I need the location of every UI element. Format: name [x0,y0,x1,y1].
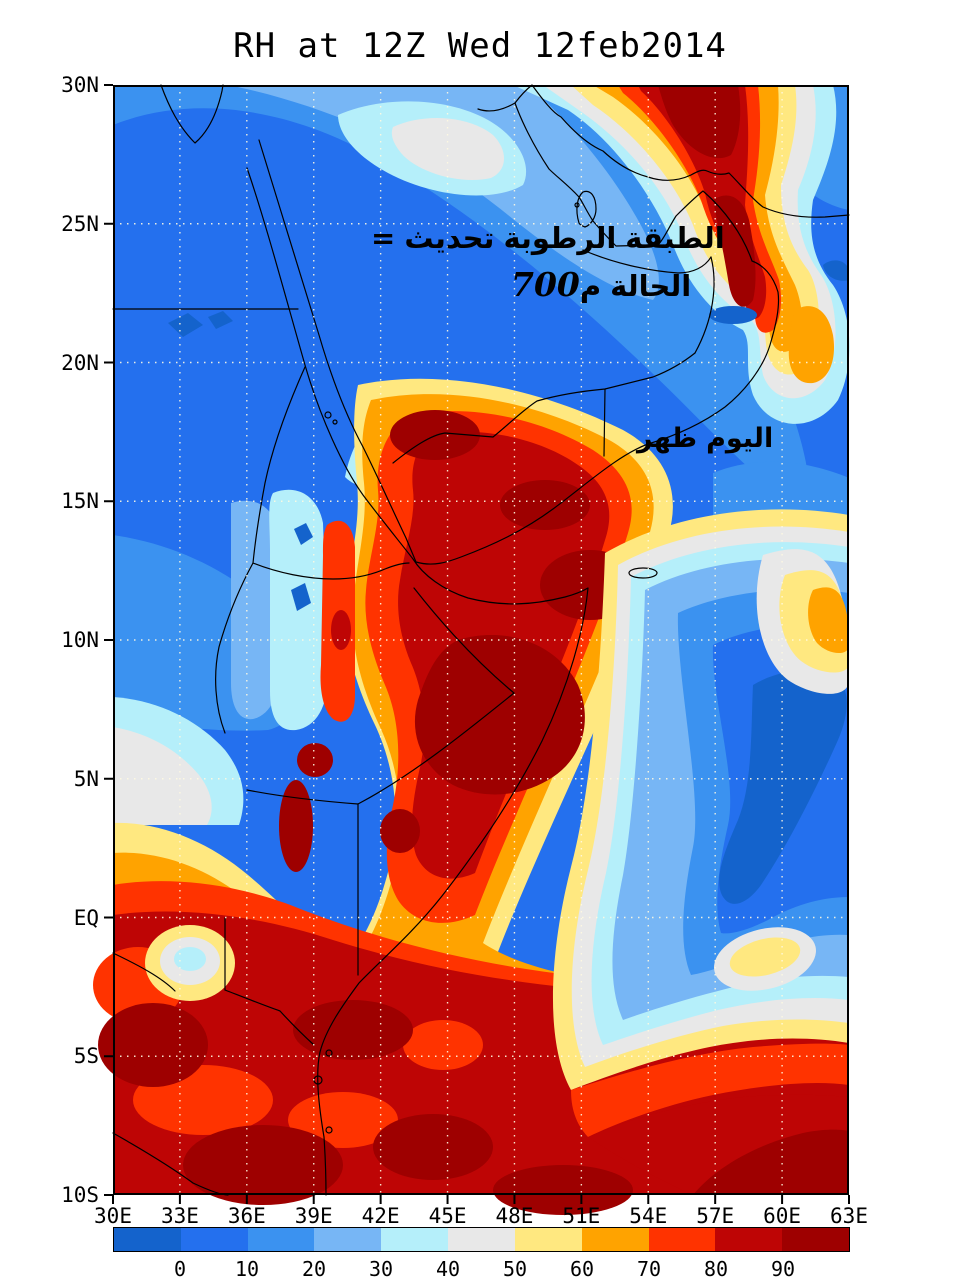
rh-field [93,85,850,1215]
axis-ticks [104,84,850,1204]
rh-field-canvas [93,84,850,1215]
lon-label-60E: 60E [763,1204,802,1228]
colorbar-label-80: 80 [703,1257,729,1280]
country-borders [112,84,850,1196]
annotation-word: ظهر [637,423,698,454]
annotation-word: الرطوبة [503,221,617,255]
lat-label-10N: 10N [61,628,99,652]
lon-label-54E: 54E [629,1204,668,1228]
annotation-equals-sign: = [371,221,396,255]
colorbar-swatch-80-90 [715,1228,783,1251]
colorbar-swatch-0-10 [180,1228,248,1251]
annotation-number-700: 700 [511,265,580,304]
lat-label-25N: 25N [61,211,99,236]
lat-label-5N: 5N [73,766,99,791]
lon-label-57E: 57E [696,1204,735,1228]
colorbar-label-30: 30 [368,1257,394,1280]
colorbar-swatch-20-30 [314,1228,382,1251]
lon-label-48E: 48E [495,1204,534,1228]
colorbar [113,1227,850,1252]
colorbar-swatch-<0 [114,1228,181,1251]
lon-label-36E: 36E [227,1204,266,1228]
colorbar-label-10: 10 [234,1257,260,1280]
colorbar-label-90: 90 [770,1257,796,1280]
colorbar-swatch-70-80 [648,1228,716,1251]
lat-label-20N: 20N [61,350,99,375]
annotation-word: تحديث [404,221,495,255]
lon-label-63E: 63E [830,1204,868,1228]
lat-label-5S: 5S [73,1044,99,1069]
annotation-noon-today: ظهر اليوم [637,423,773,454]
colorbar-swatch-40-50 [448,1228,515,1251]
annotation-word: الحالة [610,269,692,303]
colorbar-swatch-50-60 [514,1228,582,1251]
colorbar-swatch-30-40 [381,1228,449,1251]
colorbar-label-40: 40 [435,1257,461,1280]
lat-label-30N: 30N [61,73,99,97]
map-frame [113,85,849,1195]
annotation-meem: م [579,269,602,303]
lon-label-39E: 39E [294,1204,333,1228]
colorbar-label-0: 0 [173,1257,187,1280]
colorbar-label-50: 50 [502,1257,528,1280]
annotation-word: الطبقة [625,221,725,255]
lat-label-15N: 15N [61,489,99,514]
colorbar-swatch-60-70 [581,1228,649,1251]
colorbar-label-20: 20 [301,1257,327,1280]
annotation-layer-update: = تحديث الرطوبة الطبقة [371,221,725,255]
lon-label-42E: 42E [361,1204,400,1228]
annotation-word: اليوم [706,423,774,454]
lon-label-30E: 30E [94,1204,132,1228]
graticule-grid [113,85,849,1195]
colorbar-swatch-10-20 [247,1228,315,1251]
lat-label-10S: 10S [61,1183,99,1207]
colorbar-swatch->90 [782,1228,849,1251]
colorbar-label-60: 60 [569,1257,595,1280]
lat-label-EQ: EQ [73,905,99,930]
rh-contour-map: = تحديث الرطوبة الطبقة 700 م الحالة ظهر … [93,84,850,1215]
colorbar-label-70: 70 [636,1257,662,1280]
chart-title: RH at 12Z Wed 12feb2014 [233,26,727,66]
annotation-700mb-case: 700 م الحالة [511,265,691,304]
lon-label-33E: 33E [160,1204,199,1228]
lon-label-45E: 45E [428,1204,467,1228]
lon-label-51E: 51E [562,1204,601,1228]
